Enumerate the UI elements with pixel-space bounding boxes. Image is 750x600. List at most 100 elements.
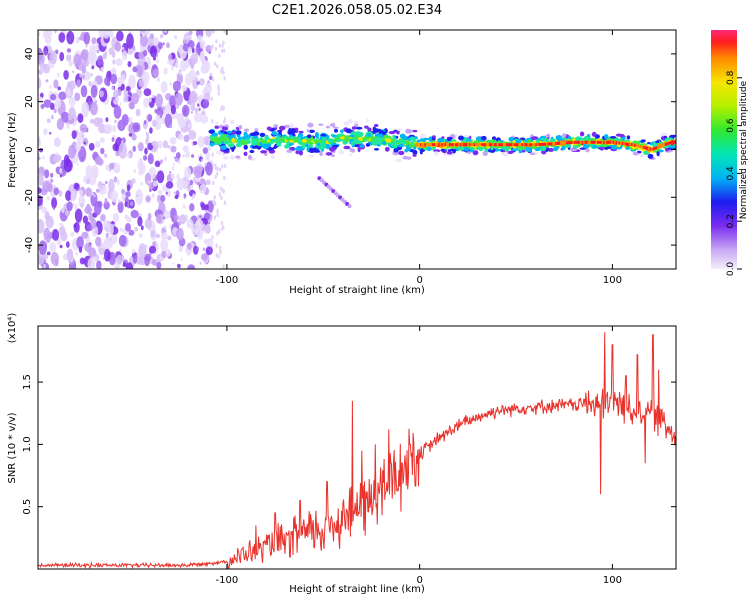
spectrogram-noise-blob bbox=[111, 137, 115, 142]
spectrogram-noise-blob bbox=[205, 225, 211, 234]
spectrogram-noise-blob bbox=[74, 92, 81, 102]
spectrogram-noise-blob bbox=[202, 247, 206, 251]
spectrogram-band-cell bbox=[458, 135, 464, 141]
spectrogram-noise-blob bbox=[223, 200, 227, 205]
spectrogram-band-core bbox=[626, 142, 629, 146]
spectrogram-band-core bbox=[464, 143, 467, 147]
spectrogram-noise-blob bbox=[215, 243, 218, 248]
spectrogram-noise-blob bbox=[204, 204, 209, 211]
spectrogram-band-cell bbox=[472, 150, 479, 156]
spectrogram-noise-blob bbox=[214, 174, 217, 179]
spectrogram-noise-blob bbox=[142, 32, 146, 38]
spectrogram-band-core bbox=[509, 143, 512, 147]
spectrogram-noise-blob bbox=[91, 37, 97, 45]
spectrogram-band-cell bbox=[508, 136, 514, 142]
spectrogram-noise-blob bbox=[140, 34, 148, 47]
spectrogram-band-core bbox=[555, 142, 558, 145]
spectrogram-noise-blob bbox=[91, 192, 95, 196]
spectrogram-band-cell bbox=[480, 135, 487, 141]
spectrogram-noise-blob bbox=[59, 222, 64, 228]
spectrogram-band-cell bbox=[227, 130, 231, 134]
spectrogram-noise-blob bbox=[105, 181, 108, 184]
spectrogram-band-cell bbox=[410, 136, 415, 141]
spectrogram-band-cell bbox=[395, 140, 400, 143]
spectrogram-noise-blob bbox=[38, 240, 47, 255]
spectrogram-noise-blob bbox=[199, 40, 206, 49]
spectrogram-band-core bbox=[627, 142, 630, 146]
spectrogram-noise-blob bbox=[224, 163, 227, 169]
spectrogram-noise-blob bbox=[110, 73, 118, 85]
spectrogram-band-cell bbox=[604, 134, 609, 140]
spectrogram-noise-blob bbox=[212, 199, 215, 204]
spectrogram-band-cell bbox=[639, 153, 645, 158]
spectrogram-band-cell bbox=[644, 150, 648, 155]
spectrogram-noise-blob bbox=[147, 212, 152, 221]
spectrogram-band-cell bbox=[315, 132, 320, 138]
spectrogram-band-core bbox=[462, 143, 465, 147]
spectrogram-band-cell bbox=[230, 119, 235, 125]
spectrogram-noise-blob bbox=[143, 88, 152, 97]
spectrogram-noise-blob bbox=[210, 96, 214, 102]
spectrogram-noise-blob bbox=[108, 162, 115, 170]
spectrogram-band-cell bbox=[490, 139, 496, 144]
spectrogram-band-core bbox=[635, 144, 638, 148]
spectrogram-band-cell bbox=[433, 149, 441, 153]
spectrogram-signal-band bbox=[208, 118, 676, 209]
spectrogram-band-core bbox=[640, 145, 643, 149]
spectrogram-band-cell bbox=[382, 132, 386, 136]
spectrogram-noise-blob bbox=[43, 263, 46, 269]
spectrogram-noise-blob bbox=[199, 184, 207, 194]
spectrogram-noise-blob bbox=[220, 220, 224, 226]
spectrogram-noise-blob bbox=[50, 172, 54, 178]
spectrogram-noise-blob bbox=[81, 65, 87, 74]
spectrogram-band-cell bbox=[336, 133, 342, 137]
spectrogram-noise-blob bbox=[117, 88, 122, 97]
spectrogram-band-cell bbox=[289, 140, 295, 143]
spectrogram-band-cell bbox=[231, 137, 236, 143]
spectrogram-band-core bbox=[592, 140, 595, 144]
spectrogram-band-cell bbox=[351, 126, 357, 130]
spectrogram-noise-blob bbox=[43, 50, 48, 56]
spectrogram-noise-blob bbox=[66, 248, 73, 261]
spectrogram-noise-blob bbox=[179, 71, 182, 76]
spectrogram-band-core bbox=[448, 143, 451, 147]
spectrogram-noise-blob bbox=[76, 163, 80, 166]
spectrogram-noise-blob bbox=[213, 61, 217, 66]
spectrogram-band-core bbox=[489, 143, 491, 147]
spectrogram-band-core bbox=[573, 140, 576, 144]
spectrogram-band-core bbox=[512, 143, 515, 147]
spectrogram-band-cell bbox=[647, 153, 654, 159]
spectrogram-band-cell bbox=[399, 140, 406, 146]
snr-plot-area bbox=[38, 326, 676, 569]
spectrogram-noise-blob bbox=[193, 165, 203, 179]
spectrogram-noise-blob bbox=[43, 99, 52, 108]
spectrogram-noise-blob bbox=[149, 127, 153, 134]
spectrogram-noise-blob bbox=[176, 177, 185, 191]
spectrogram-noise-blob bbox=[103, 153, 108, 158]
spectrogram-noise-blob bbox=[66, 54, 72, 62]
spectrogram-band-cell bbox=[365, 143, 370, 147]
spectrogram-noise-blob bbox=[73, 53, 82, 67]
spectrogram-noise-blob bbox=[211, 77, 215, 82]
spectrogram-band-cell bbox=[218, 124, 223, 129]
spectrogram-y-tick-label: -40 bbox=[24, 237, 35, 253]
spectrogram-band-cell bbox=[254, 128, 259, 132]
spectrogram-noise-blob bbox=[167, 235, 172, 241]
spectrogram-noise-blob bbox=[122, 50, 128, 61]
spectrogram-band-cell bbox=[236, 142, 242, 148]
spectrogram-band-core bbox=[425, 143, 428, 147]
spectrogram-band-cell bbox=[412, 153, 417, 157]
spectrogram-band-core bbox=[601, 140, 604, 144]
spectrogram-noise-blob bbox=[125, 223, 131, 232]
spectrogram-noise-blob bbox=[78, 195, 85, 208]
spectrogram-band-cell bbox=[345, 128, 352, 134]
spectrogram-band-cell bbox=[243, 128, 250, 132]
spectrogram-noise-blob bbox=[160, 238, 169, 251]
spectrogram-noise-blob bbox=[220, 69, 223, 74]
spectrogram-noise-blob bbox=[95, 140, 101, 148]
spectrogram-band-cell bbox=[260, 139, 265, 144]
spectrogram-band-core bbox=[419, 143, 422, 147]
spectrogram-band-cell bbox=[262, 143, 270, 149]
spectrogram-noise-blob bbox=[132, 45, 136, 50]
spectrogram-band-cell bbox=[428, 136, 433, 142]
